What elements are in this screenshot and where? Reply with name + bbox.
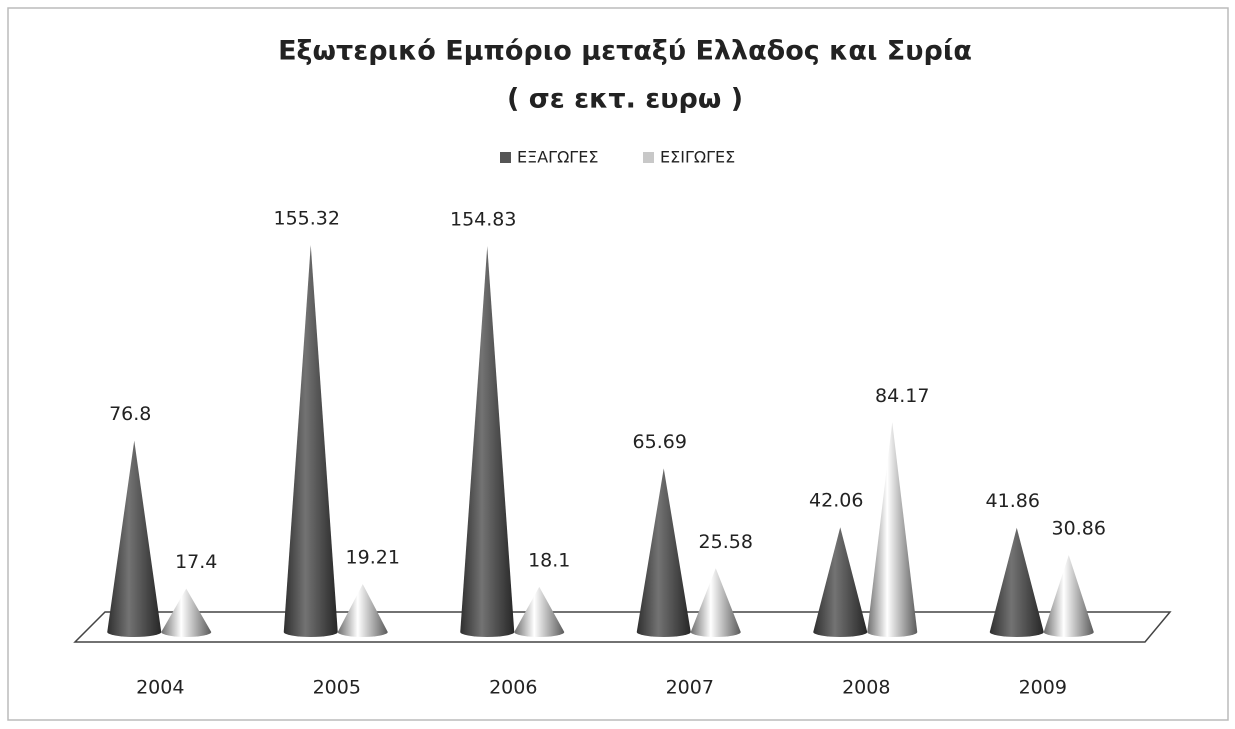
cone — [161, 588, 212, 637]
data-label: 76.8 — [109, 403, 151, 425]
chart-subtitle: ( σε εκτ. ευρω ) — [507, 84, 743, 115]
data-label: 84.17 — [875, 385, 929, 407]
data-label: 154.83 — [450, 209, 516, 231]
legend-label: ΕΣΙΓΩΓΕΣ — [660, 148, 735, 167]
cone — [690, 568, 741, 637]
legend-label: ΕΞΑΓΩΓΕΣ — [517, 148, 598, 167]
data-label: 25.58 — [699, 531, 753, 553]
data-label: 18.1 — [528, 549, 570, 571]
data-label: 30.86 — [1052, 518, 1106, 540]
chart-title: Εξωτερικό Εμπόριο μεταξύ Ελλαδος και Συρ… — [278, 36, 972, 67]
legend-swatch — [643, 152, 654, 163]
x-tick-label: 2006 — [489, 677, 537, 699]
data-label: 19.21 — [346, 547, 400, 569]
cone — [337, 584, 388, 637]
cone — [636, 468, 691, 637]
cone — [1043, 555, 1094, 637]
legend-swatch — [500, 152, 511, 163]
cone — [867, 422, 918, 637]
x-tick-label: 2008 — [842, 677, 890, 699]
data-label: 42.06 — [809, 490, 863, 512]
cone — [283, 245, 338, 637]
x-tick-label: 2007 — [666, 677, 714, 699]
cone — [107, 440, 162, 637]
data-label: 155.32 — [274, 208, 340, 230]
cone — [813, 527, 868, 637]
data-label: 41.86 — [986, 490, 1040, 512]
data-label: 17.4 — [175, 551, 217, 573]
data-label: 65.69 — [633, 431, 687, 453]
cone — [989, 527, 1044, 637]
x-tick-label: 2009 — [1019, 677, 1067, 699]
cone — [460, 246, 515, 638]
x-tick-label: 2004 — [136, 677, 184, 699]
cone — [514, 586, 565, 637]
x-tick-label: 2005 — [313, 677, 361, 699]
